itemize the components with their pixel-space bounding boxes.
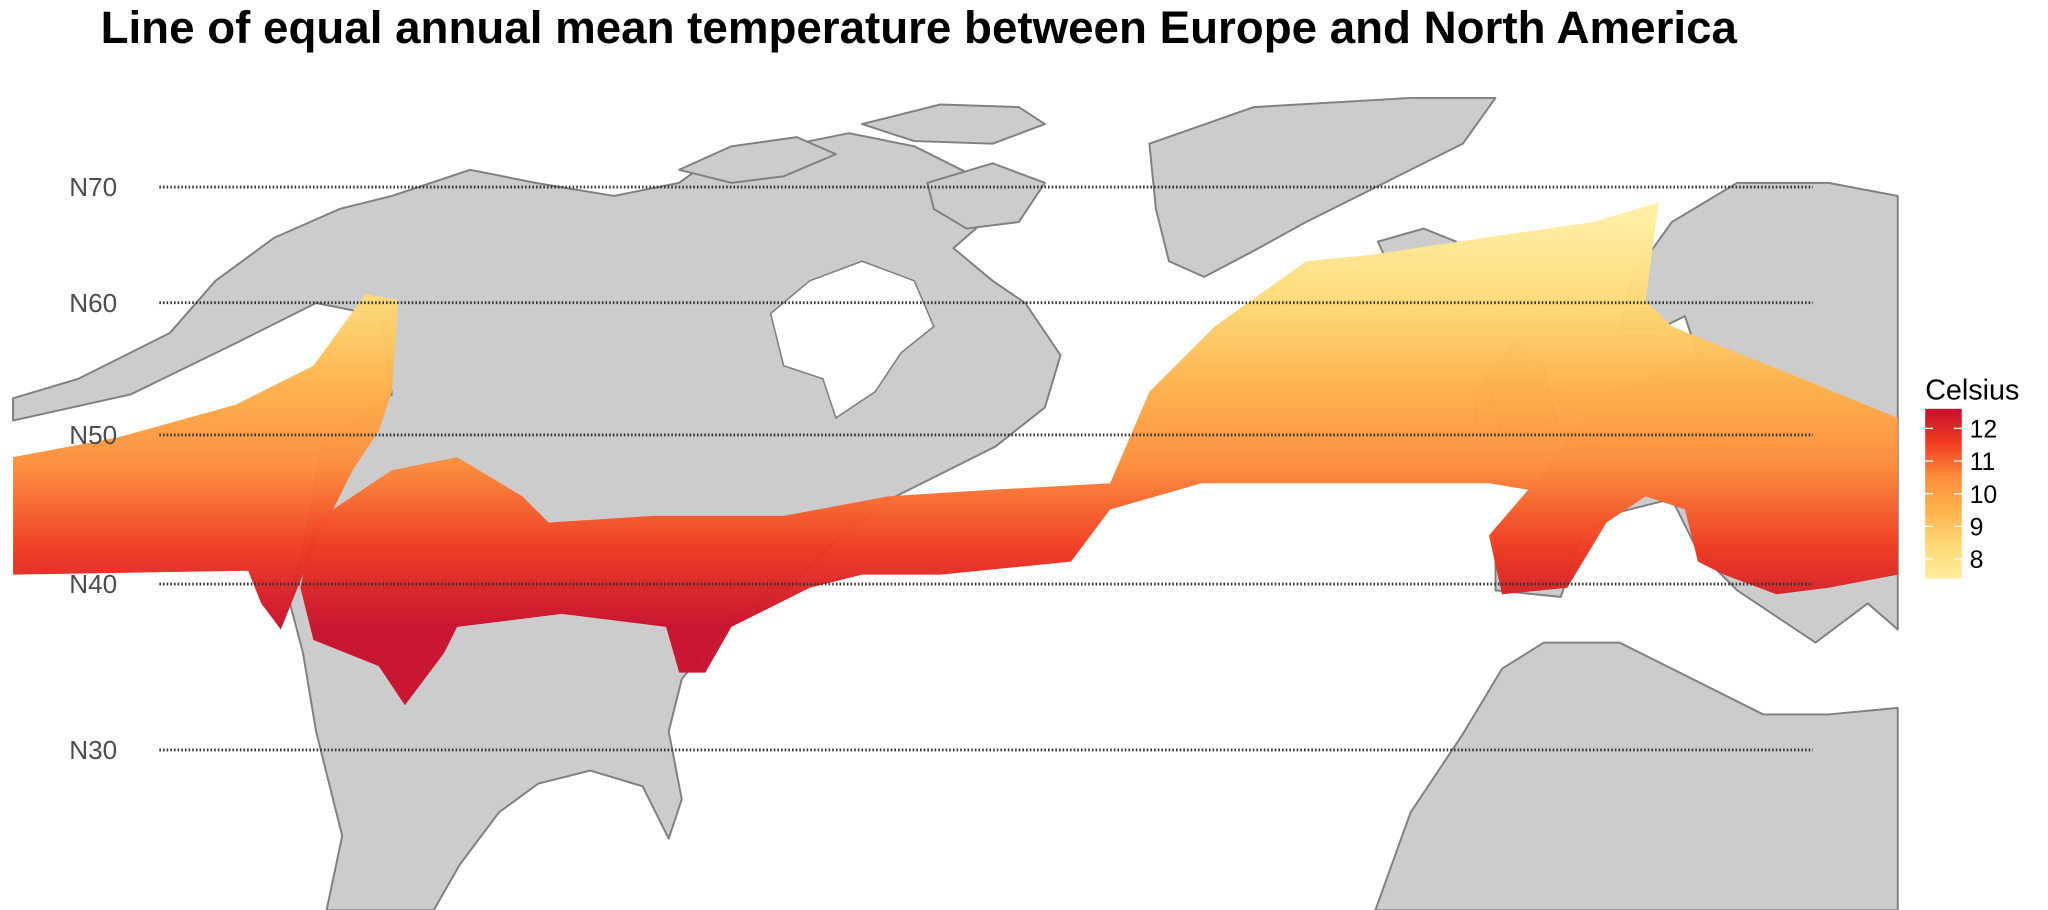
map-body: Line of equal annual mean temperature be… — [12, 2, 2019, 910]
graticule: N70 N60 N50 N40 N30 — [69, 172, 1813, 765]
latitude-label: N30 — [69, 735, 117, 765]
temperature-band — [13, 293, 399, 630]
arctic-island — [926, 162, 1046, 230]
legend-tick-label: 12 — [1970, 417, 1998, 444]
legend-title: Celsius — [1925, 375, 2019, 407]
legend-tick-label: 8 — [1970, 547, 1984, 574]
africa — [1374, 641, 1899, 910]
hudson-bay — [769, 260, 935, 420]
latitude-label: N50 — [69, 420, 117, 450]
legend-tick-label: 11 — [1970, 449, 1996, 476]
legend-tick-label: 9 — [1970, 515, 1984, 542]
latitude-label: N40 — [69, 569, 117, 599]
latitude-label: N60 — [69, 288, 117, 318]
arctic-island — [861, 103, 1046, 145]
arctic-island — [678, 136, 837, 184]
legend-tick-label: 10 — [1970, 482, 1998, 509]
latitude-label: N70 — [69, 172, 117, 202]
map-title: Line of equal annual mean temperature be… — [101, 2, 1738, 53]
temperature-band — [300, 202, 1898, 706]
legend: Celsius 12 11 10 9 8 — [1925, 375, 2019, 579]
